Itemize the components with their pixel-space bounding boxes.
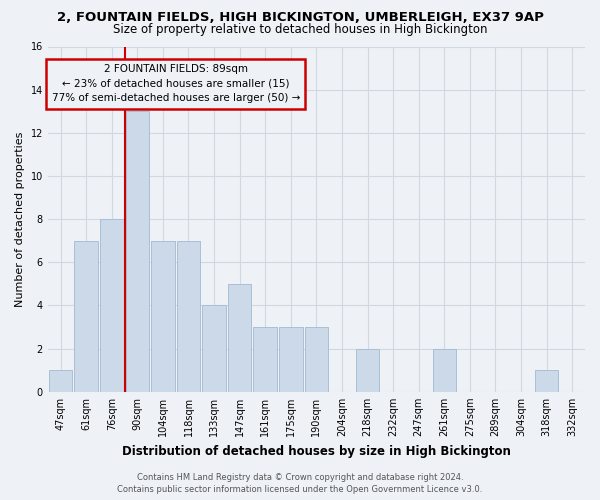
- Bar: [100, 219, 124, 392]
- Bar: [253, 327, 277, 392]
- Y-axis label: Number of detached properties: Number of detached properties: [15, 132, 25, 307]
- Bar: [279, 327, 302, 392]
- Text: Size of property relative to detached houses in High Bickington: Size of property relative to detached ho…: [113, 22, 487, 36]
- Bar: [433, 348, 456, 392]
- X-axis label: Distribution of detached houses by size in High Bickington: Distribution of detached houses by size …: [122, 444, 511, 458]
- Bar: [125, 111, 149, 392]
- Bar: [202, 306, 226, 392]
- Text: 2, FOUNTAIN FIELDS, HIGH BICKINGTON, UMBERLEIGH, EX37 9AP: 2, FOUNTAIN FIELDS, HIGH BICKINGTON, UMB…: [56, 11, 544, 24]
- Bar: [305, 327, 328, 392]
- Bar: [356, 348, 379, 392]
- Bar: [228, 284, 251, 392]
- Bar: [74, 240, 98, 392]
- Bar: [49, 370, 73, 392]
- Text: Contains HM Land Registry data © Crown copyright and database right 2024.
Contai: Contains HM Land Registry data © Crown c…: [118, 472, 482, 494]
- Bar: [535, 370, 559, 392]
- Bar: [177, 240, 200, 392]
- Bar: [151, 240, 175, 392]
- Text: 2 FOUNTAIN FIELDS: 89sqm
← 23% of detached houses are smaller (15)
77% of semi-d: 2 FOUNTAIN FIELDS: 89sqm ← 23% of detach…: [52, 64, 300, 104]
